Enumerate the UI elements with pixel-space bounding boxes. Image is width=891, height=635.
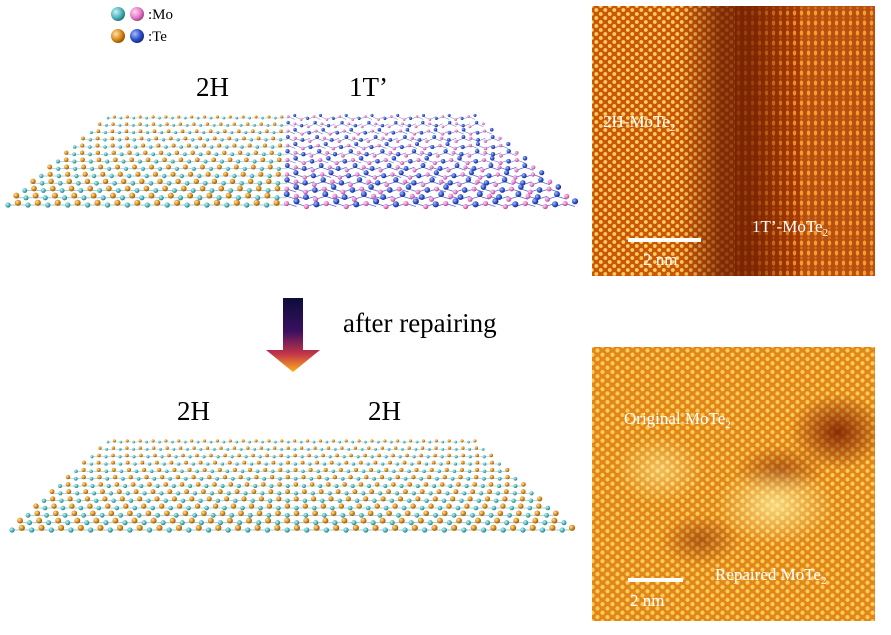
te-2h-legend-dot (111, 29, 125, 43)
stm-bottom-repaired-label: Repaired MoTe2 (715, 565, 826, 587)
stm-top-scale-bar (628, 238, 701, 242)
repair-arrow (266, 298, 320, 372)
stm-top-1t-label: 1T’-MoTe2 (752, 217, 828, 239)
arrow-label: after repairing (343, 308, 497, 338)
legend: :Mo :Te (111, 7, 173, 45)
top-right-phase-label: 1T’ (349, 72, 388, 102)
stm-image-top: 2H-MoTe2 1T’-MoTe2 2 nm (592, 6, 875, 276)
mo-2h-legend-dot (111, 7, 125, 21)
top-lattice-sheet (5, 113, 579, 210)
top-left-phase-label: 2H (196, 72, 229, 102)
stm-image-bottom: Original MoTe2 Repaired MoTe2 2 nm (592, 347, 875, 621)
te-1t-legend-dot (130, 29, 144, 43)
bottom-left-phase-label: 2H (177, 396, 210, 426)
legend-te-label: :Te (148, 29, 167, 45)
stm-bottom-scale-label: 2 nm (630, 591, 664, 610)
stm-bottom-original-label: Original MoTe2 (624, 409, 731, 431)
bottom-lattice-sheet (9, 439, 576, 533)
stm-top-scale-label: 2 nm (643, 250, 677, 269)
bottom-right-phase-label: 2H (368, 396, 401, 426)
legend-mo-label: :Mo (148, 7, 173, 23)
mo-1t-legend-dot (130, 7, 144, 21)
stm-bottom-scale-bar (628, 578, 683, 582)
stm-top-2h-label: 2H-MoTe2 (603, 112, 675, 134)
down-arrow-icon (266, 298, 320, 372)
